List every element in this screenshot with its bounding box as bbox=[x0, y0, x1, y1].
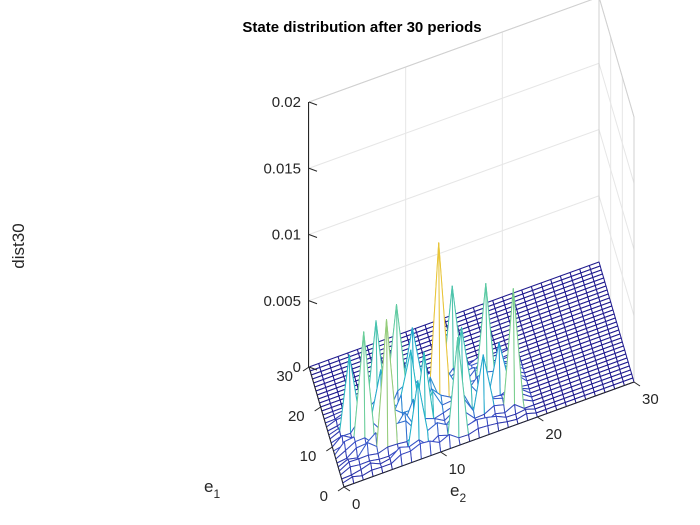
y-tick-label: 30 bbox=[642, 391, 659, 408]
z-axis-label: dist30 bbox=[9, 223, 28, 268]
y-tick-label: 10 bbox=[449, 461, 466, 478]
y-tick-mark bbox=[537, 416, 544, 422]
y-tick-mark bbox=[633, 381, 641, 387]
z-tick-mark bbox=[308, 234, 318, 238]
back-grid-line-z bbox=[308, 62, 635, 184]
y-tick-label: 20 bbox=[545, 426, 562, 443]
x-tick-mark bbox=[314, 406, 321, 412]
z-tick-label: 0.005 bbox=[263, 293, 301, 310]
back-grid-line-z bbox=[308, 0, 635, 118]
z-tick-mark bbox=[308, 366, 318, 371]
mesh-cell bbox=[395, 420, 408, 445]
x-tick-mark bbox=[302, 366, 310, 372]
y-tick-mark bbox=[440, 451, 447, 457]
front-edge bbox=[343, 381, 635, 488]
x-axis-label: e1 bbox=[204, 477, 220, 501]
z-tick-label: 0.02 bbox=[272, 94, 301, 111]
back-grid-line-z bbox=[308, 128, 635, 250]
mesh-cell bbox=[436, 422, 449, 437]
y-tick-mark bbox=[343, 486, 351, 492]
x-tick-mark bbox=[326, 446, 333, 452]
z-tick-label: 0 bbox=[293, 359, 301, 376]
x-tick-label: 10 bbox=[300, 448, 317, 465]
y-axis-label: e2 bbox=[450, 481, 466, 505]
x-tick-label: 0 bbox=[320, 488, 328, 505]
z-tick-mark bbox=[308, 101, 318, 106]
z-tick-mark bbox=[308, 300, 318, 305]
front-edge bbox=[308, 366, 345, 488]
y-tick-label: 0 bbox=[352, 496, 360, 513]
z-tick-mark bbox=[308, 167, 318, 172]
surface-mesh bbox=[308, 242, 635, 488]
mesh-cell bbox=[428, 242, 441, 401]
z-tick-label: 0.015 bbox=[263, 160, 301, 177]
chart-title: State distribution after 30 periods bbox=[242, 19, 481, 36]
mesh-cell bbox=[429, 440, 442, 456]
back-edge bbox=[599, 0, 635, 118]
x-tick-mark bbox=[337, 486, 345, 492]
z-tick-label: 0.01 bbox=[272, 227, 301, 244]
back-edge bbox=[308, 0, 593, 103]
x-tick-label: 20 bbox=[288, 408, 305, 425]
x-tick-label: 30 bbox=[276, 368, 293, 385]
mesh-cell bbox=[493, 404, 506, 415]
